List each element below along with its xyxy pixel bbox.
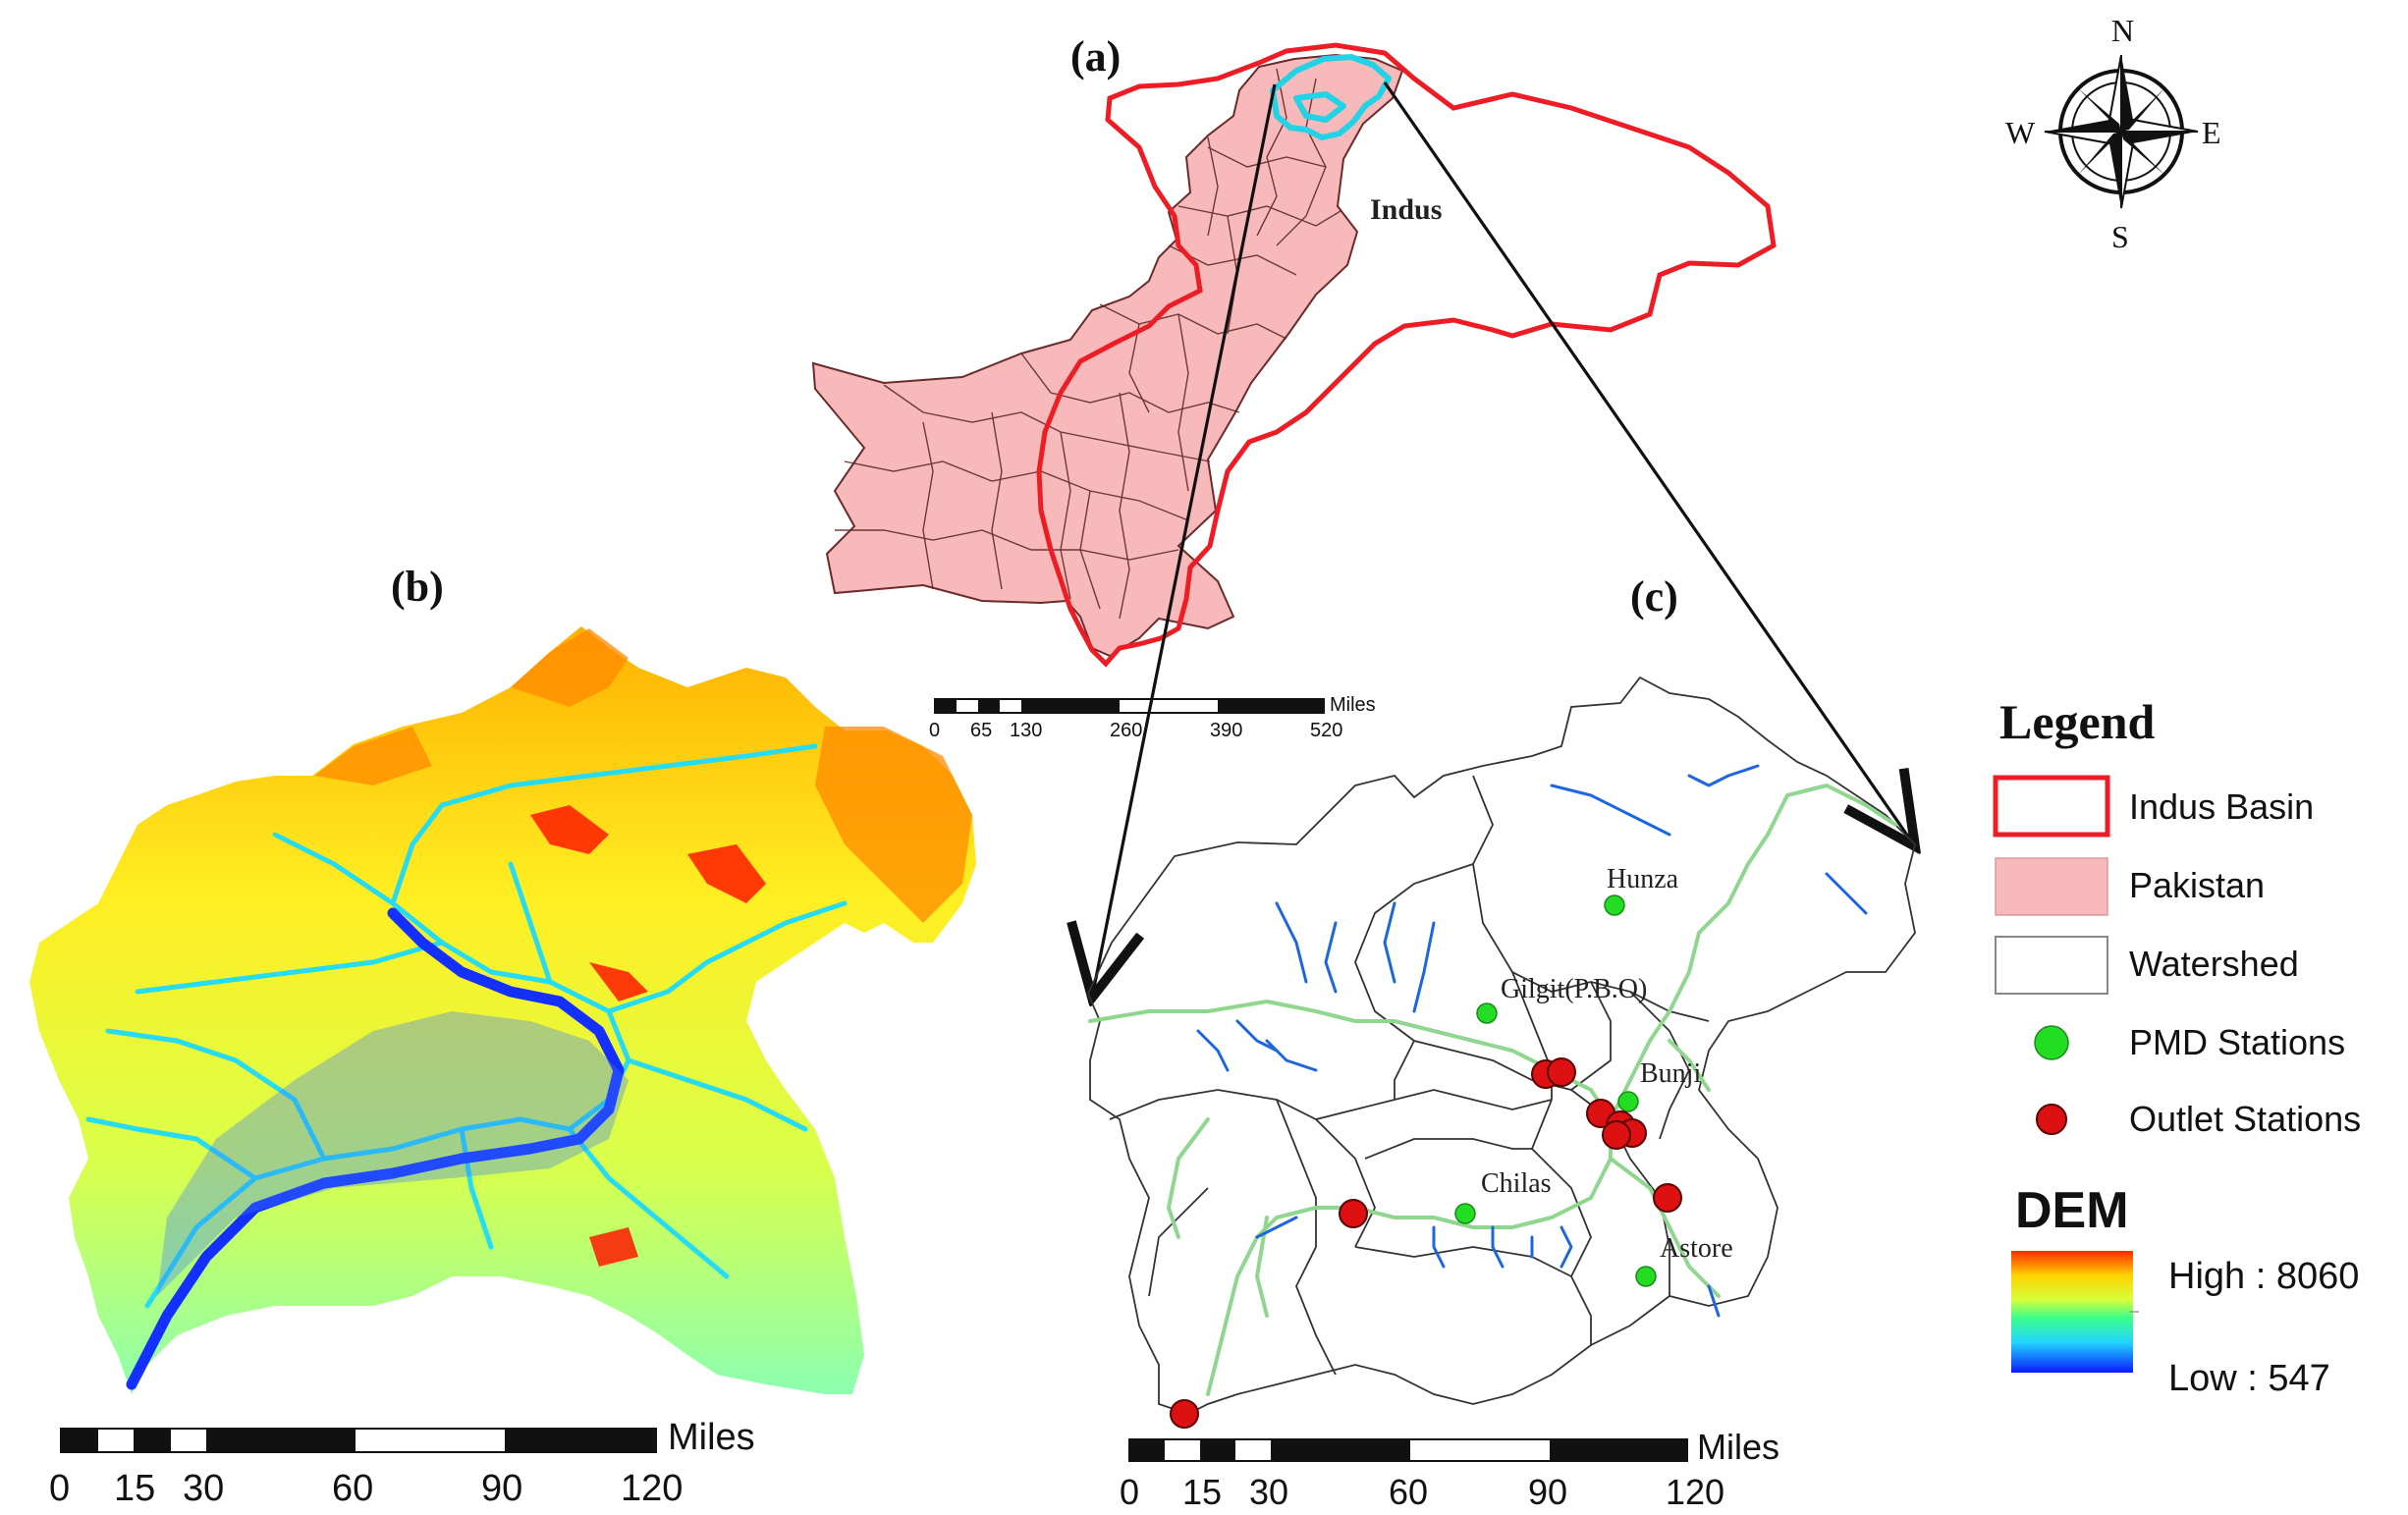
panel-b-dem-map: (b) [29,563,976,1509]
scale-bar-b-tick: 30 [183,1468,224,1509]
dem-low-label: Low : 547 [2168,1358,2330,1399]
legend-label: Outlet Stations [2129,1099,2361,1139]
scale-bar-c-tick: 90 [1528,1472,1567,1512]
scale-bar-a-tick: 0 [929,720,940,741]
study-area-outline [1270,54,1392,140]
dem-valleys-blue [126,907,625,1390]
scale-bar-c-tick: 60 [1389,1472,1428,1512]
legend-item-pakistan: Pakistan [1995,857,2265,916]
scale-bar-a-tick: 520 [1310,720,1342,741]
legend-label: PMD Stations [2129,1022,2345,1062]
scale-bar-b: Miles 0 15 30 60 90 120 [49,1417,755,1509]
dem-highlands [314,628,972,923]
scale-bar-a-tick: 130 [1010,720,1042,741]
legend-item-pmd-stations: PMD Stations [2034,1022,2345,1062]
panel-a-label: (a) [1070,32,1121,81]
scale-bar-b-tick: 120 [621,1468,683,1509]
scale-bar-c-tick: 0 [1120,1472,1139,1512]
scale-bar-b-tick: 90 [481,1468,522,1509]
indus-basin-outline [1036,42,1777,668]
station-label-bunji: Bunji [1640,1058,1701,1089]
pmd-station-dot [1604,894,1625,916]
scale-bar-c-tick: 30 [1249,1472,1288,1512]
zoom-arrows [1092,81,1915,998]
dem-color-ramp [2011,1251,2133,1373]
station-label-gilgit: Gilgit(P.B.O) [1501,974,1647,1004]
zoom-arrow-left [1092,83,1277,998]
legend-swatch-pakistan [1995,857,2108,916]
panel-c-watershed-map: (c) [1087,572,1916,1512]
legend: Legend Indus Basin Pakistan Watershed PM… [1993,694,2361,1399]
panel-a-map: (a) Indus [811,32,1777,741]
outlet-station-dot [1339,1199,1368,1228]
pmd-stations [1454,894,1657,1287]
outlet-stations [1170,1057,1682,1429]
pmd-station-dot [1635,1266,1657,1287]
indus-label: Indus [1370,193,1442,226]
legend-item-outlet-stations: Outlet Stations [2036,1099,2361,1139]
legend-label: Pakistan [2129,865,2265,905]
legend-swatch-indus-basin [1993,775,2110,838]
station-labels: Hunza Gilgit(P.B.O) Bunji Chilas Astore [1481,864,1733,1264]
outlet-station-dot [1602,1120,1631,1150]
outlet-station-dot [1170,1399,1199,1429]
legend-label: Indus Basin [2129,786,2314,827]
zoom-arrow-right [1383,81,1915,846]
legend-item-watershed: Watershed [1995,936,2299,995]
scale-bar-c-tick: 120 [1666,1472,1724,1512]
scale-bar-a-tick: 390 [1210,720,1242,741]
pakistan-polygon [811,53,1404,658]
dem-lowlands [157,1011,629,1296]
scale-bar-b-tick: 60 [332,1468,373,1509]
pmd-station-dot [1617,1091,1639,1112]
scale-bar-a-tick: 65 [970,720,992,741]
outlet-station-dot [1547,1057,1576,1087]
compass-north: N [2111,13,2134,48]
legend-swatch-outlet-stations [2036,1104,2067,1135]
scale-bar-a: Miles 0 65 130 260 390 520 [929,694,1376,741]
scale-bar-c: Miles 0 15 30 60 90 120 [1120,1427,1779,1512]
panel-c-label: (c) [1630,572,1678,621]
district-boundaries [835,68,1341,620]
pmd-station-dot [1454,1203,1476,1224]
legend-swatch-pmd-stations [2034,1025,2069,1060]
dem-peaks [530,805,766,1267]
pmd-station-dot [1476,1002,1498,1024]
scale-bar-a-unit: Miles [1330,694,1376,716]
panel-b-label: (b) [391,563,444,611]
station-label-hunza: Hunza [1607,864,1679,894]
scale-bar-a-tick: 260 [1110,720,1142,741]
scale-bar-b-tick: 0 [49,1468,70,1509]
compass-rose: N S E W [2005,13,2221,254]
scale-bar-c-unit: Miles [1697,1427,1779,1467]
compass-south: S [2111,219,2129,254]
compass-east: E [2202,115,2221,150]
dem-legend-title: DEM [2015,1182,2129,1239]
station-label-astore: Astore [1660,1233,1733,1264]
main-rivers [1088,784,1897,1396]
compass-west: W [2005,115,2036,150]
tributary-streams [1196,764,1868,1318]
legend-label: Watershed [2129,944,2299,984]
legend-item-indus-basin: Indus Basin [1993,775,2314,838]
scale-bar-b-unit: Miles [668,1417,755,1458]
outlet-station-dot [1653,1183,1682,1213]
scale-bar-b-tick: 15 [114,1468,155,1509]
station-label-chilas: Chilas [1481,1168,1552,1199]
legend-title: Legend [1999,694,2156,749]
legend-swatch-watershed [1995,936,2108,995]
scale-bar-c-tick: 15 [1182,1472,1222,1512]
dem-high-label: High : 8060 [2168,1256,2359,1297]
